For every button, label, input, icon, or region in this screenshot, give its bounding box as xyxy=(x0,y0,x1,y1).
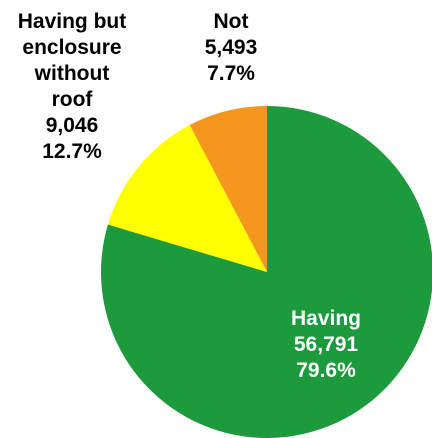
slice-label-line: 79.6% xyxy=(296,359,356,382)
slice-label-line: 5,493 xyxy=(205,36,258,59)
slice-label-not: Not 5,493 7.7% xyxy=(205,10,258,85)
pie-slice-having xyxy=(101,106,432,438)
pie-slice-not xyxy=(189,106,267,272)
slice-label-line: Having but xyxy=(18,10,127,33)
slice-label-line: 56,791 xyxy=(294,333,359,356)
slice-label-line: 9,046 xyxy=(46,114,99,137)
slice-label-line: Having xyxy=(291,307,361,330)
slice-label-line: without xyxy=(34,62,110,85)
slice-label-having: Having 56,791 79.6% xyxy=(291,307,361,382)
slice-label-having-but-enclosure-without-roof: Having but enclosure without roof 9,046 12.7% xyxy=(18,10,127,163)
slice-label-line: 12.7% xyxy=(42,140,102,163)
pie-slices xyxy=(101,106,432,438)
slice-label-line: enclosure xyxy=(22,36,121,59)
slice-label-line: Not xyxy=(214,10,249,33)
slice-label-line: roof xyxy=(52,88,94,111)
slice-label-line: 7.7% xyxy=(207,62,255,85)
pie-slice-having-but-enclosure-without-roof xyxy=(107,125,267,272)
pie-labels: Having 56,791 79.6% Having but enclosure with… xyxy=(18,10,361,382)
